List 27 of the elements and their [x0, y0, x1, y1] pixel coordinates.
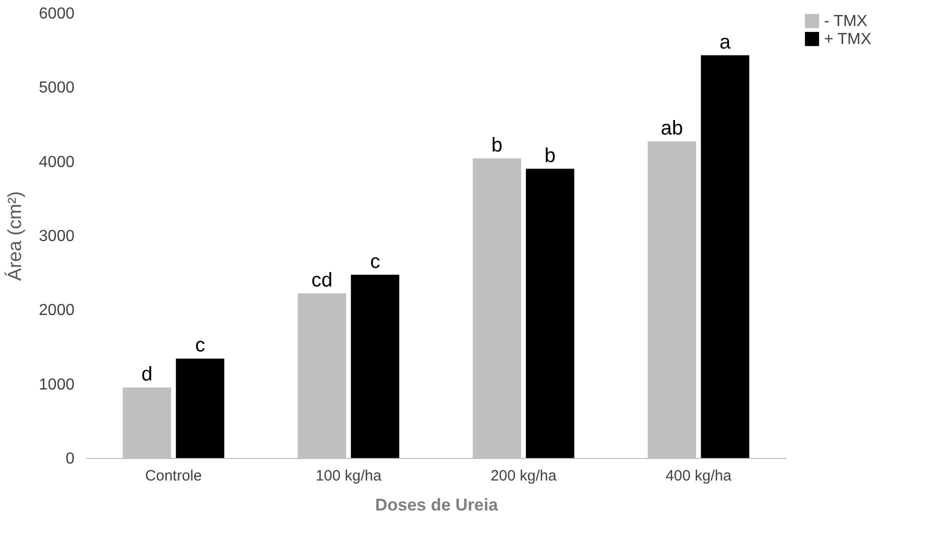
x-tick-label: Controle — [145, 468, 202, 484]
bar — [176, 358, 224, 458]
annotation: b — [544, 144, 556, 167]
y-tick-label: 2000 — [38, 302, 75, 320]
annotation: c — [370, 250, 380, 273]
y-tick-label: 1000 — [38, 376, 75, 394]
x-tick-label: 200 kg/ha — [490, 468, 558, 484]
annotation: cd — [311, 269, 332, 292]
y-tick-label: 4000 — [38, 154, 75, 171]
y-tick-label: 6000 — [38, 6, 75, 22]
annotation: a — [720, 31, 732, 54]
y-tick-label: 5000 — [38, 80, 75, 97]
annotation: c — [195, 334, 206, 357]
y-tick-label: 0 — [66, 450, 75, 468]
legend-label: - TMX — [824, 13, 868, 30]
y-tick-label: 3000 — [38, 228, 75, 245]
x-tick-label: 100 kg/ha — [316, 468, 382, 484]
bar — [350, 274, 400, 458]
x-tick-label: 400 kg/ha — [666, 468, 732, 484]
bar — [700, 55, 750, 458]
annotation: d — [141, 364, 152, 386]
x-axis-title: Doses de Ureia — [375, 496, 498, 514]
bar — [526, 168, 574, 458]
annotation: ab — [660, 117, 684, 140]
annotation: b — [491, 134, 502, 156]
y-axis-title: Área (cm²) — [4, 191, 26, 281]
legend-label: + TMX — [824, 31, 872, 48]
